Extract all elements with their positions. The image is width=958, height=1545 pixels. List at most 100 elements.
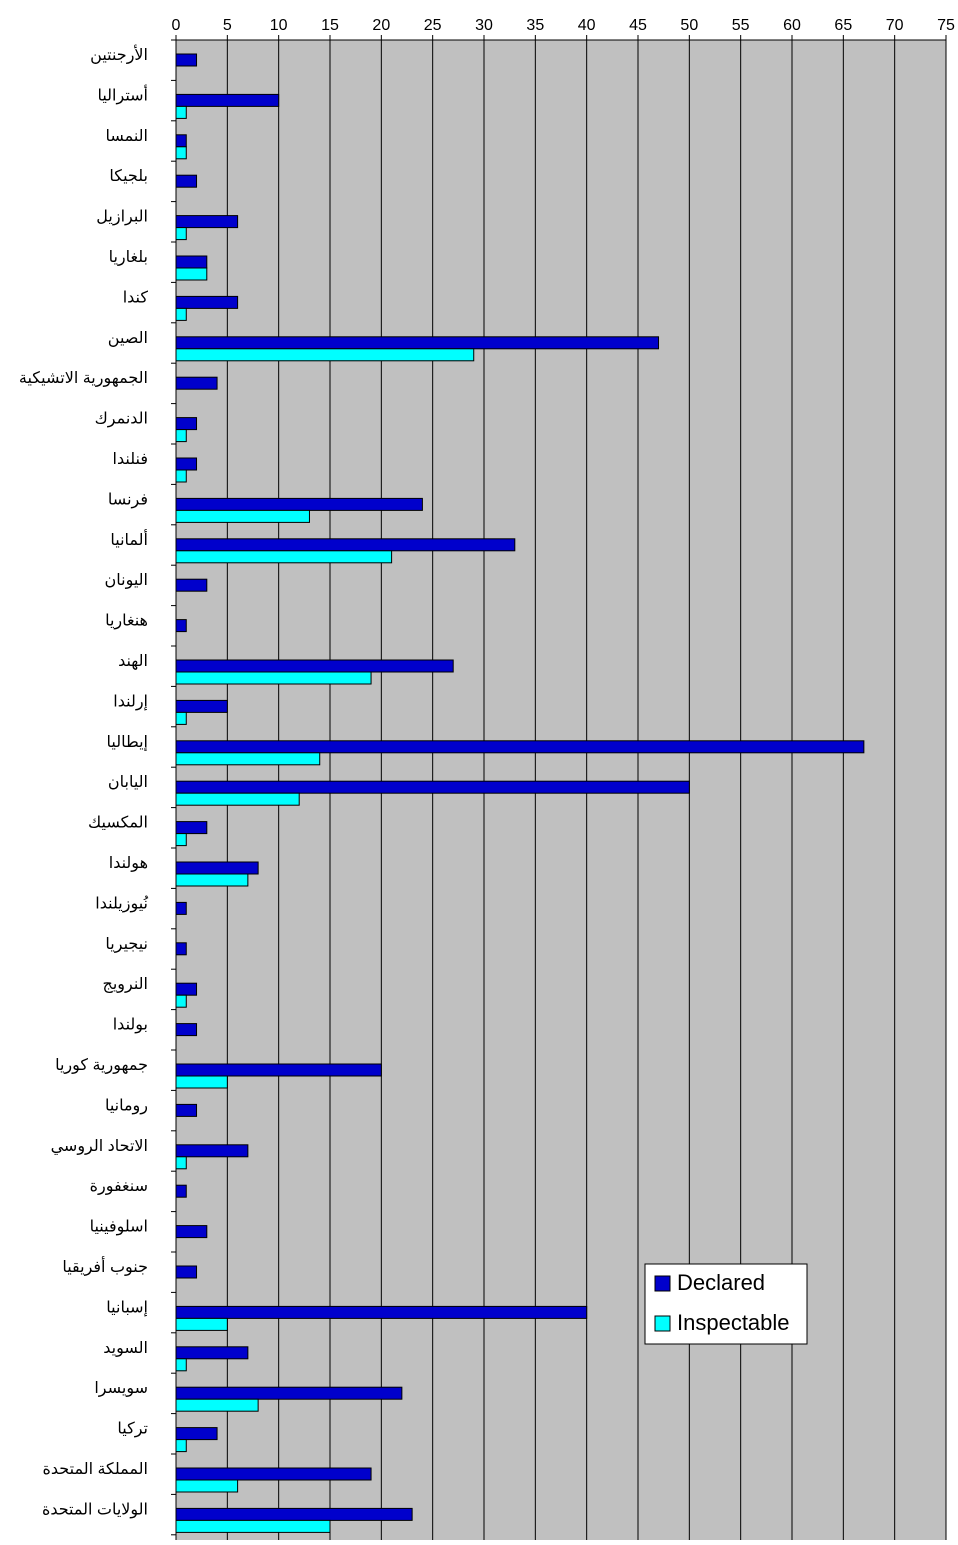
bar-inspectable [175, 1317, 228, 1331]
bar-inspectable [175, 267, 208, 281]
category-label: الجمهورية الاتشيكية [19, 370, 148, 388]
bar-declared [175, 1386, 403, 1400]
category-label: بولندا [113, 1017, 148, 1035]
category-label: هنغاريا [105, 613, 148, 631]
bar-declared [175, 134, 187, 148]
x-axis: 0 5 10 15 20 25 30 35 40 45 50 55 60 65 70 75 [171, 17, 955, 41]
x-tick-label: 30 [475, 17, 493, 34]
category-label: النرويج [103, 976, 148, 994]
legend: Declared Inspectable [644, 1263, 808, 1345]
category-label: اسلوفينيا [90, 1219, 148, 1237]
category-label: جنوب أفريقيا [62, 1256, 148, 1277]
bar-inspectable [175, 227, 187, 241]
bar-declared [175, 821, 208, 835]
bar-declared [175, 740, 865, 754]
bar-declared [175, 1063, 382, 1077]
category-label: بلغاريا [109, 249, 148, 267]
category-label: تركيا [117, 1421, 148, 1439]
x-tick-label: 5 [223, 17, 232, 34]
bar-declared [175, 457, 198, 471]
category-label: كندا [123, 289, 149, 306]
bar-declared [175, 1023, 198, 1037]
x-tick-label: 35 [526, 17, 544, 34]
bar-declared [175, 1144, 249, 1158]
legend-label: Inspectable [677, 1310, 790, 1335]
legend-box [644, 1263, 808, 1345]
category-label: فرنسا [108, 491, 148, 509]
bar-declared [175, 295, 239, 309]
category-label: إسبانيا [106, 1299, 148, 1316]
bar-inspectable [175, 307, 187, 321]
category-label: فنلندا [113, 451, 148, 468]
bar-declared [175, 336, 660, 350]
bar-inspectable [175, 1479, 239, 1493]
x-tick-label: 60 [783, 17, 801, 34]
bar-inspectable [175, 994, 187, 1008]
bar-declared [175, 1225, 208, 1239]
x-tick-label: 25 [424, 17, 442, 34]
bar-inspectable [175, 1398, 259, 1412]
category-label: الدنمرك [95, 411, 148, 429]
category-label: نُيوزيلندا [95, 895, 149, 913]
legend-swatch [654, 1275, 671, 1292]
bar-declared [175, 780, 690, 794]
category-label: سويسرا [94, 1380, 148, 1398]
category-label: البرازيل [96, 209, 148, 227]
bar-declared [175, 174, 198, 188]
bar-declared [175, 1305, 588, 1319]
bar-declared [175, 1265, 198, 1279]
bar-declared [175, 942, 187, 956]
x-tick-label: 55 [732, 17, 750, 34]
bar-declared [175, 1467, 372, 1481]
bar-declared [175, 901, 187, 915]
category-label: إيطاليا [107, 734, 148, 751]
x-tick-label: 65 [834, 17, 852, 34]
bar-declared [175, 215, 239, 229]
category-label: هولندا [109, 855, 148, 873]
legend-swatch [654, 1315, 671, 1332]
bar-declared [175, 1346, 249, 1360]
category-label: سنغفورة [90, 1178, 148, 1196]
bar-inspectable [175, 752, 321, 766]
category-label: الاتحاد الروسي [51, 1138, 148, 1156]
bar-declared [175, 1103, 198, 1117]
bar-inspectable [175, 348, 475, 362]
bar-declared [175, 578, 208, 592]
bars [175, 53, 865, 1533]
category-label: ألمانيا [110, 529, 148, 549]
bar-declared [175, 659, 454, 673]
bar-inspectable [175, 711, 187, 725]
category-label: جمهورية كوريا [55, 1057, 148, 1075]
bar-inspectable [175, 469, 187, 483]
bar-inspectable [175, 105, 187, 119]
bar-declared [175, 93, 280, 107]
y-axis: الأرجنتين أستراليا النمسا بلجيكا البرازيل بلغ… [19, 40, 177, 1540]
bar-inspectable [175, 1439, 187, 1453]
bar-declared [175, 417, 198, 431]
legend-label: Declared [677, 1270, 765, 1295]
category-label: إرلندا [113, 693, 148, 711]
x-tick-label: 50 [680, 17, 698, 34]
bar-declared [175, 255, 208, 269]
x-tick-label: 20 [372, 17, 390, 34]
bar-inspectable [175, 146, 187, 160]
x-tick-label: 70 [886, 17, 904, 34]
bar-declared [175, 376, 218, 390]
bar-declared [175, 699, 228, 713]
x-tick-label: 15 [321, 17, 339, 34]
bar-inspectable [175, 671, 372, 685]
category-label: السويد [103, 1340, 148, 1358]
bar-declared [175, 1507, 413, 1521]
category-label: رومانيا [105, 1097, 148, 1115]
category-label: نيجيريا [105, 936, 148, 954]
x-tick-label: 0 [172, 17, 181, 34]
bar-declared [175, 53, 198, 67]
x-tick-label: 75 [937, 17, 955, 34]
bar-declared [175, 861, 259, 875]
bar-declared [175, 497, 423, 511]
category-label: الأرجنتين [90, 44, 148, 65]
bar-declared [175, 1427, 218, 1441]
bar-inspectable [175, 550, 393, 564]
